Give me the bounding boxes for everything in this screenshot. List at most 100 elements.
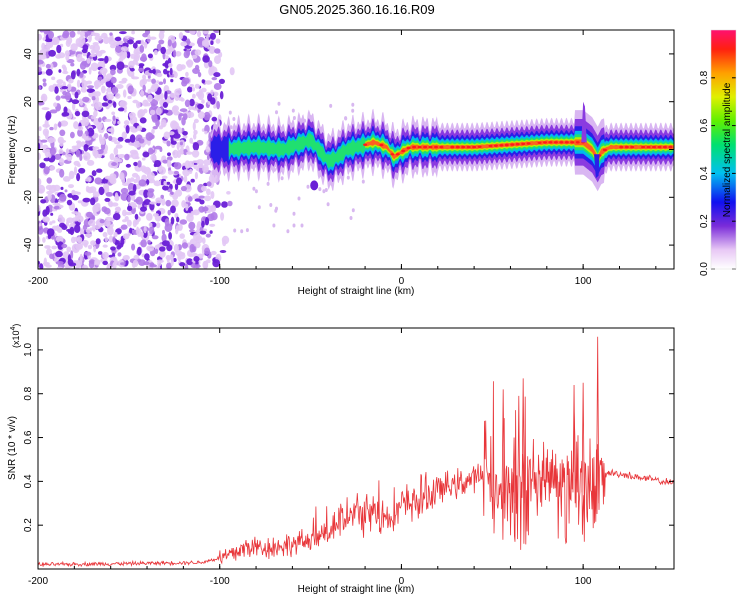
noise-blob [209, 223, 216, 227]
noise-blob [66, 199, 73, 206]
noise-blob [101, 102, 109, 107]
noise-blob [114, 192, 119, 199]
noise-blob [179, 141, 183, 146]
noise-blob [127, 85, 134, 94]
noise-blob [187, 160, 195, 168]
noise-blob [117, 154, 126, 158]
noise-blob [66, 220, 69, 227]
noise-blob [191, 194, 198, 199]
noise-blob [102, 231, 108, 238]
noise-blob [192, 93, 196, 99]
noise-blob [76, 236, 83, 244]
noise-blob [158, 31, 165, 40]
noise-blob [92, 44, 100, 52]
noise-blob [155, 222, 161, 229]
noise-blob [186, 151, 193, 155]
noise-blob [147, 53, 153, 59]
noise-blob [82, 96, 90, 103]
noise-blob [85, 185, 90, 193]
noise-blob [127, 39, 134, 45]
noise-blob [71, 194, 79, 201]
noise-blob [82, 44, 89, 51]
noise-blob [192, 209, 200, 216]
noise-blob [193, 129, 198, 135]
noise-blob [145, 132, 154, 141]
noise-blob [79, 243, 83, 249]
noise-blob [103, 207, 111, 215]
noise-blob [85, 178, 91, 182]
noise-blob [91, 96, 96, 101]
snr-xlabel: Height of straight line (km) [298, 584, 415, 595]
noise-blob [127, 95, 132, 100]
noise-blob [344, 116, 348, 121]
noise-blob [41, 107, 50, 111]
ridge-peak [423, 145, 428, 149]
noise-blob [103, 183, 109, 190]
noise-blob [87, 244, 93, 250]
noise-blob [133, 140, 141, 148]
noise-blob [54, 153, 62, 160]
noise-blob [145, 92, 149, 97]
noise-blob [85, 228, 92, 234]
noise-blob [324, 188, 328, 192]
noise-blob [96, 168, 103, 173]
noise-blob [107, 128, 114, 133]
noise-blob [117, 252, 122, 257]
noise-blob [115, 144, 123, 149]
noise-blob [50, 212, 54, 216]
noise-blob [74, 224, 81, 233]
noise-blob [67, 83, 72, 91]
noise-blob [194, 83, 200, 89]
noise-blob [183, 175, 188, 183]
ridge-peak [434, 145, 438, 149]
noise-blob [257, 205, 261, 210]
noise-blob [39, 263, 44, 269]
snr-peak [512, 437, 516, 504]
noise-blob [72, 102, 76, 111]
noise-blob [151, 128, 155, 134]
noise-blob [106, 264, 111, 269]
noise-blob [95, 238, 101, 245]
noise-blob [47, 193, 52, 201]
noise-blob [141, 78, 148, 85]
colorbar-tick-label: 0.4 [699, 166, 710, 180]
noise-blob [38, 85, 42, 90]
noise-blob [83, 144, 89, 152]
noise-blob [329, 103, 333, 108]
noise-blob [167, 39, 172, 47]
noise-blob [49, 165, 56, 171]
noise-blob [86, 80, 93, 85]
noise-blob [88, 67, 92, 75]
noise-blob [197, 111, 205, 119]
noise-blob [70, 250, 74, 259]
noise-blob [180, 185, 187, 192]
noise-blob [233, 228, 237, 233]
noise-blob [93, 79, 102, 88]
noise-blob [204, 130, 208, 135]
noise-blob [61, 86, 68, 90]
noise-blob [156, 43, 162, 51]
noise-blob [87, 219, 96, 227]
snr-frame [37, 327, 675, 570]
noise-blob [58, 69, 62, 73]
snr-peak [521, 378, 525, 504]
noise-blob [140, 39, 145, 46]
noise-blob [125, 163, 131, 168]
noise-blob [87, 85, 94, 89]
noise-blob [178, 113, 184, 117]
noise-blob [136, 226, 140, 235]
noise-blob [169, 92, 176, 98]
noise-blob [40, 139, 48, 143]
noise-blob [65, 39, 71, 47]
noise-blob [113, 147, 119, 156]
noise-blob [245, 228, 249, 233]
snr-peak [501, 389, 505, 504]
noise-blob [222, 239, 227, 247]
noise-blob [173, 258, 177, 262]
noise-blob [63, 95, 72, 100]
noise-blob [240, 229, 244, 234]
noise-blob [109, 217, 115, 222]
noise-blob [124, 138, 131, 143]
noise-blob [139, 231, 144, 237]
noise-blob [99, 67, 108, 75]
